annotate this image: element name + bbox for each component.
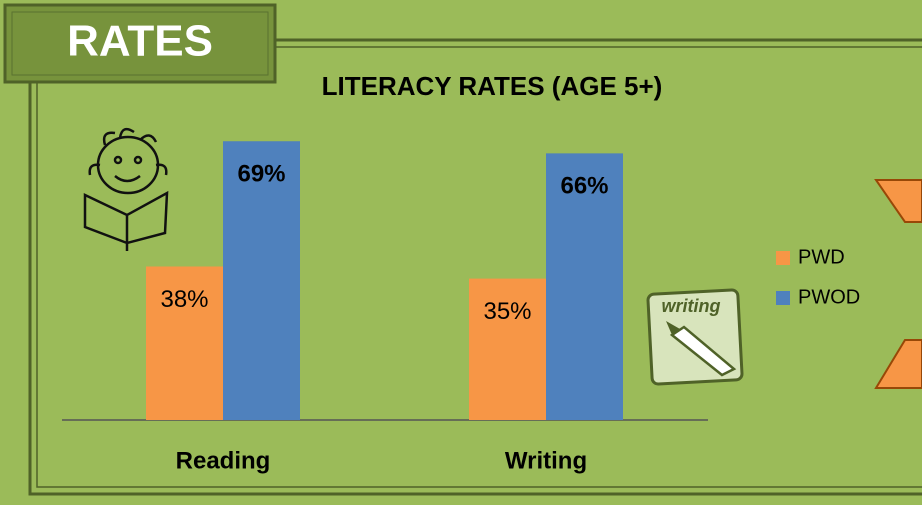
- chart-title: LITERACY RATES (AGE 5+): [322, 71, 663, 101]
- value-label: 66%: [560, 173, 608, 200]
- value-label: 35%: [483, 298, 531, 325]
- legend-label: PWD: [798, 246, 845, 268]
- slide: RATES LITERACY RATES (AGE 5+) writing 38…: [0, 0, 922, 505]
- legend-label: PWOD: [798, 286, 860, 308]
- writing-icon: writing: [648, 290, 743, 385]
- x-tick-label: Reading: [176, 447, 271, 474]
- x-tick-label: Writing: [505, 447, 587, 474]
- value-label: 38%: [160, 286, 208, 313]
- icon-label: writing: [662, 296, 721, 316]
- legend-swatch: [776, 251, 790, 265]
- legend-swatch: [776, 291, 790, 305]
- header-title: RATES: [67, 17, 213, 66]
- value-label: 69%: [237, 161, 285, 188]
